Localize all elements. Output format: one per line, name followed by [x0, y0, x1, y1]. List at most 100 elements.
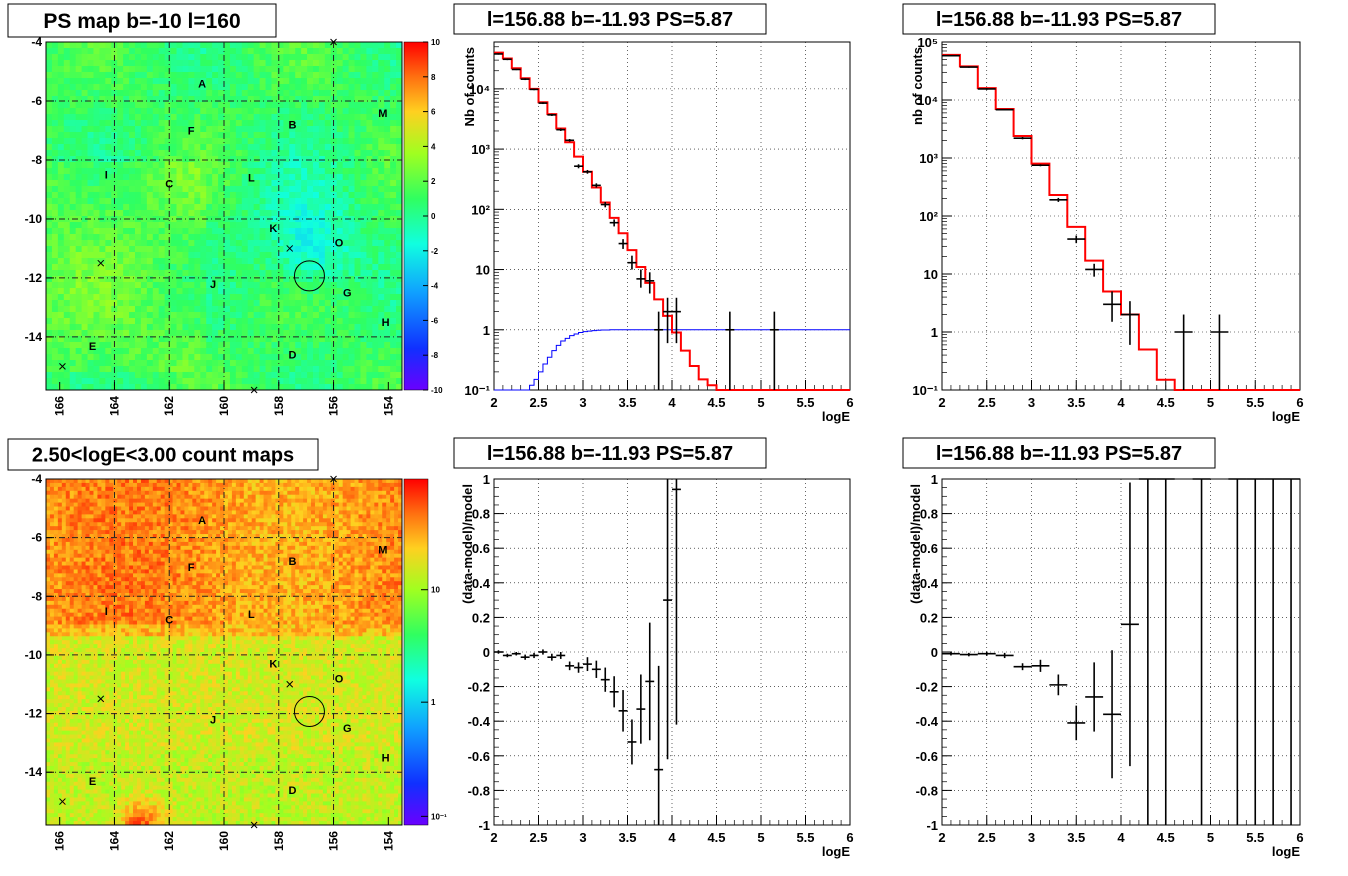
map-cell — [123, 90, 129, 96]
map-cell — [147, 228, 153, 234]
map-cell — [325, 378, 331, 384]
map-cell — [117, 348, 123, 354]
map-cell — [366, 174, 372, 180]
map-cell — [264, 483, 268, 487]
map-cell — [230, 312, 236, 318]
map-cell — [343, 72, 349, 78]
map-cell — [372, 372, 378, 378]
map-cell — [58, 514, 62, 518]
map-cell — [248, 495, 252, 499]
map-cell — [93, 300, 99, 306]
map-cell — [200, 348, 206, 354]
map-cell — [159, 186, 165, 192]
map-cell — [260, 216, 266, 222]
map-cell — [218, 222, 224, 228]
map-cell — [171, 288, 177, 294]
map-cell — [360, 348, 366, 354]
map-cell — [74, 514, 78, 518]
map-cell — [319, 78, 325, 84]
map-cell — [230, 294, 236, 300]
map-cell — [311, 503, 315, 507]
map-cell — [135, 204, 141, 210]
map-cell — [279, 518, 283, 522]
map-cell — [177, 530, 181, 534]
map-cell — [390, 174, 396, 180]
map-cell — [295, 174, 301, 180]
map-cell — [182, 90, 188, 96]
map-cell — [70, 495, 74, 499]
map-cell — [200, 294, 206, 300]
map-cell — [171, 294, 177, 300]
map-cell — [82, 300, 88, 306]
map-cell — [228, 526, 232, 530]
map-cell — [232, 526, 236, 530]
map-cell — [125, 499, 129, 503]
map-cell — [396, 84, 402, 90]
map-cell — [194, 228, 200, 234]
map-cell — [295, 495, 299, 499]
map-cell — [307, 132, 313, 138]
map-cell — [271, 240, 277, 246]
map-cell — [372, 330, 378, 336]
map-cell — [242, 60, 248, 66]
map-cell — [337, 144, 343, 150]
map-cell — [194, 216, 200, 222]
map-cell — [295, 204, 301, 210]
map-cell — [325, 342, 331, 348]
map-cell — [206, 372, 212, 378]
map-cell — [123, 282, 129, 288]
map-cell — [319, 507, 323, 511]
map-cell — [212, 318, 218, 324]
map-cell — [378, 270, 384, 276]
map-cell — [224, 246, 230, 252]
map-cell — [236, 222, 242, 228]
map-cell — [141, 491, 145, 495]
map-cell — [351, 479, 355, 483]
map-cell — [52, 270, 58, 276]
map-cell — [169, 526, 173, 530]
map-cell — [173, 522, 177, 526]
map-cell — [52, 264, 58, 270]
map-cell — [372, 264, 378, 270]
map-cell — [260, 246, 266, 252]
map-cell — [248, 288, 254, 294]
map-cell — [260, 479, 264, 483]
map-cell — [200, 507, 204, 511]
map-cell — [64, 138, 70, 144]
map-cell — [93, 514, 97, 518]
map-cell — [157, 530, 161, 534]
map-cell — [349, 186, 355, 192]
map-cell — [325, 372, 331, 378]
map-cell — [93, 312, 99, 318]
map-cell — [268, 526, 272, 530]
map-cell — [153, 372, 159, 378]
map-cell — [366, 198, 372, 204]
map-cell — [355, 300, 361, 306]
map-cell — [153, 234, 159, 240]
map-cell — [366, 270, 372, 276]
map-cell — [200, 342, 206, 348]
map-cell — [289, 264, 295, 270]
map-cell — [244, 503, 248, 507]
map-cell — [159, 198, 165, 204]
map-cell — [218, 210, 224, 216]
map-cell — [313, 126, 319, 132]
map-cell — [355, 240, 361, 246]
map-cell — [161, 495, 165, 499]
map-cell — [254, 54, 260, 60]
map-cell — [137, 526, 141, 530]
map-cell — [218, 300, 224, 306]
map-cell — [147, 132, 153, 138]
map-cell — [105, 42, 111, 48]
map-cell — [58, 246, 64, 252]
map-cell — [319, 156, 325, 162]
map-cell — [182, 168, 188, 174]
map-cell — [76, 138, 82, 144]
map-cell — [252, 518, 256, 522]
map-cell — [200, 276, 206, 282]
map-cell — [390, 114, 396, 120]
map-cell — [46, 487, 50, 491]
map-cell — [349, 42, 355, 48]
map-cell — [113, 510, 117, 514]
map-cell — [62, 522, 66, 526]
